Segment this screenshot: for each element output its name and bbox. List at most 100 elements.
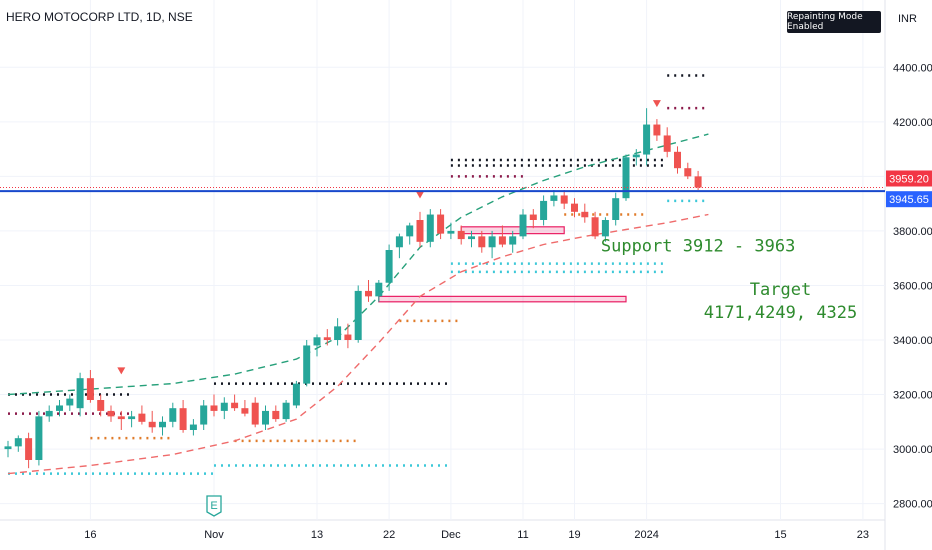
candle-body [272,410,280,420]
candle-body [76,378,84,409]
candle-body [210,405,218,411]
annotation-text: Support 3912 - 3963 [601,236,795,256]
candle-body [519,214,527,237]
candle-body [107,410,115,417]
candle-body [179,408,187,430]
y-tick-label: 3800.00 [893,226,932,238]
candle-body [447,230,455,234]
candle-body [334,326,342,340]
chart-title: HERO MOTOCORP LTD, 1D, NSE [6,10,193,24]
candle-body [437,214,445,234]
candle-body [529,214,537,220]
candle-body [632,154,640,158]
price-label-bg [886,191,932,208]
annotation-text: 4171,4249, 4325 [704,303,858,323]
x-tick-label: 19 [568,529,580,541]
y-tick-label: 2800.00 [893,499,932,511]
candle-body [344,334,352,340]
annotation-text: Target [750,280,811,300]
candle-body [4,446,12,450]
candle-body [117,416,125,420]
x-tick-label: Nov [204,529,224,541]
candle-body [601,220,609,237]
candle-body [498,236,506,245]
candle-body [303,345,311,384]
candle-body [560,195,568,204]
candle-body [323,337,331,340]
candle-body [169,408,177,422]
candle-body [189,424,197,430]
price-label: 3959.20 [889,173,929,185]
x-tick-label: 22 [383,529,395,541]
candle-body [375,282,383,297]
candle-body [292,383,300,406]
candle-body [86,378,94,400]
candle-body [313,337,321,346]
candle-body [148,421,156,428]
y-tick-label: 4400.00 [893,62,932,74]
sell-signal-icon [652,100,661,108]
zone-box [378,295,627,303]
candle-body [612,198,620,220]
price-axis-panel [885,0,932,550]
sell-signal-icon [416,191,424,199]
candle-body [354,290,362,340]
candle-body [591,217,599,237]
candle-body [282,402,290,420]
candle-body [231,402,239,409]
y-tick-label: 4200.00 [893,117,932,129]
sell-signal-icon [117,367,126,375]
x-tick-label: 16 [84,529,96,541]
repainting-mode-badge: Repainting Mode Enabled [787,11,881,33]
candle-body [385,250,393,283]
candle-body [365,290,372,297]
candle-body [128,416,136,420]
x-tick-label: Dec [441,529,461,541]
candle-body [25,438,33,460]
candle-body [540,200,548,220]
candle-body [406,225,414,237]
candle-body [674,151,681,169]
candle-body [622,157,630,199]
x-tick-label: 11 [517,529,528,541]
y-tick-label: 3400.00 [893,335,932,347]
candle-body [14,438,22,447]
candle-body [653,124,661,136]
y-tick-label: 3200.00 [893,390,932,402]
candle-body [220,402,228,411]
candle-body [457,230,465,240]
ema-lower-line [7,213,709,475]
candle-body [35,416,43,460]
candle-body [97,400,105,411]
candle-body [643,124,651,155]
candle-body [159,421,166,428]
candle-body [241,408,249,414]
candle-body [262,410,269,425]
ema-upper-line [7,133,709,396]
candle-body [571,203,578,212]
x-tick-label: 15 [774,529,786,541]
candle-body [200,405,208,425]
x-tick-label: 2024 [634,529,658,541]
candle-body [426,214,434,242]
candle-body [509,236,517,245]
y-tick-label: 3000.00 [893,444,932,456]
price-label-bg [886,170,932,187]
candle-body [45,410,53,417]
candle-body [684,168,692,177]
price-label: 3945.65 [889,194,929,206]
candle-body [694,176,702,188]
candle-body [416,220,424,242]
candle-body [66,398,74,406]
candle-body [663,135,671,152]
earnings-icon [206,495,222,517]
candle-body [478,236,486,248]
currency-label[interactable]: INR [898,13,917,25]
candle-body [56,405,63,411]
earnings-label: E [210,500,217,512]
y-tick-label: 3600.00 [893,280,932,292]
candle-body [550,195,558,201]
candle-body [488,236,496,248]
candle-body [468,236,475,240]
